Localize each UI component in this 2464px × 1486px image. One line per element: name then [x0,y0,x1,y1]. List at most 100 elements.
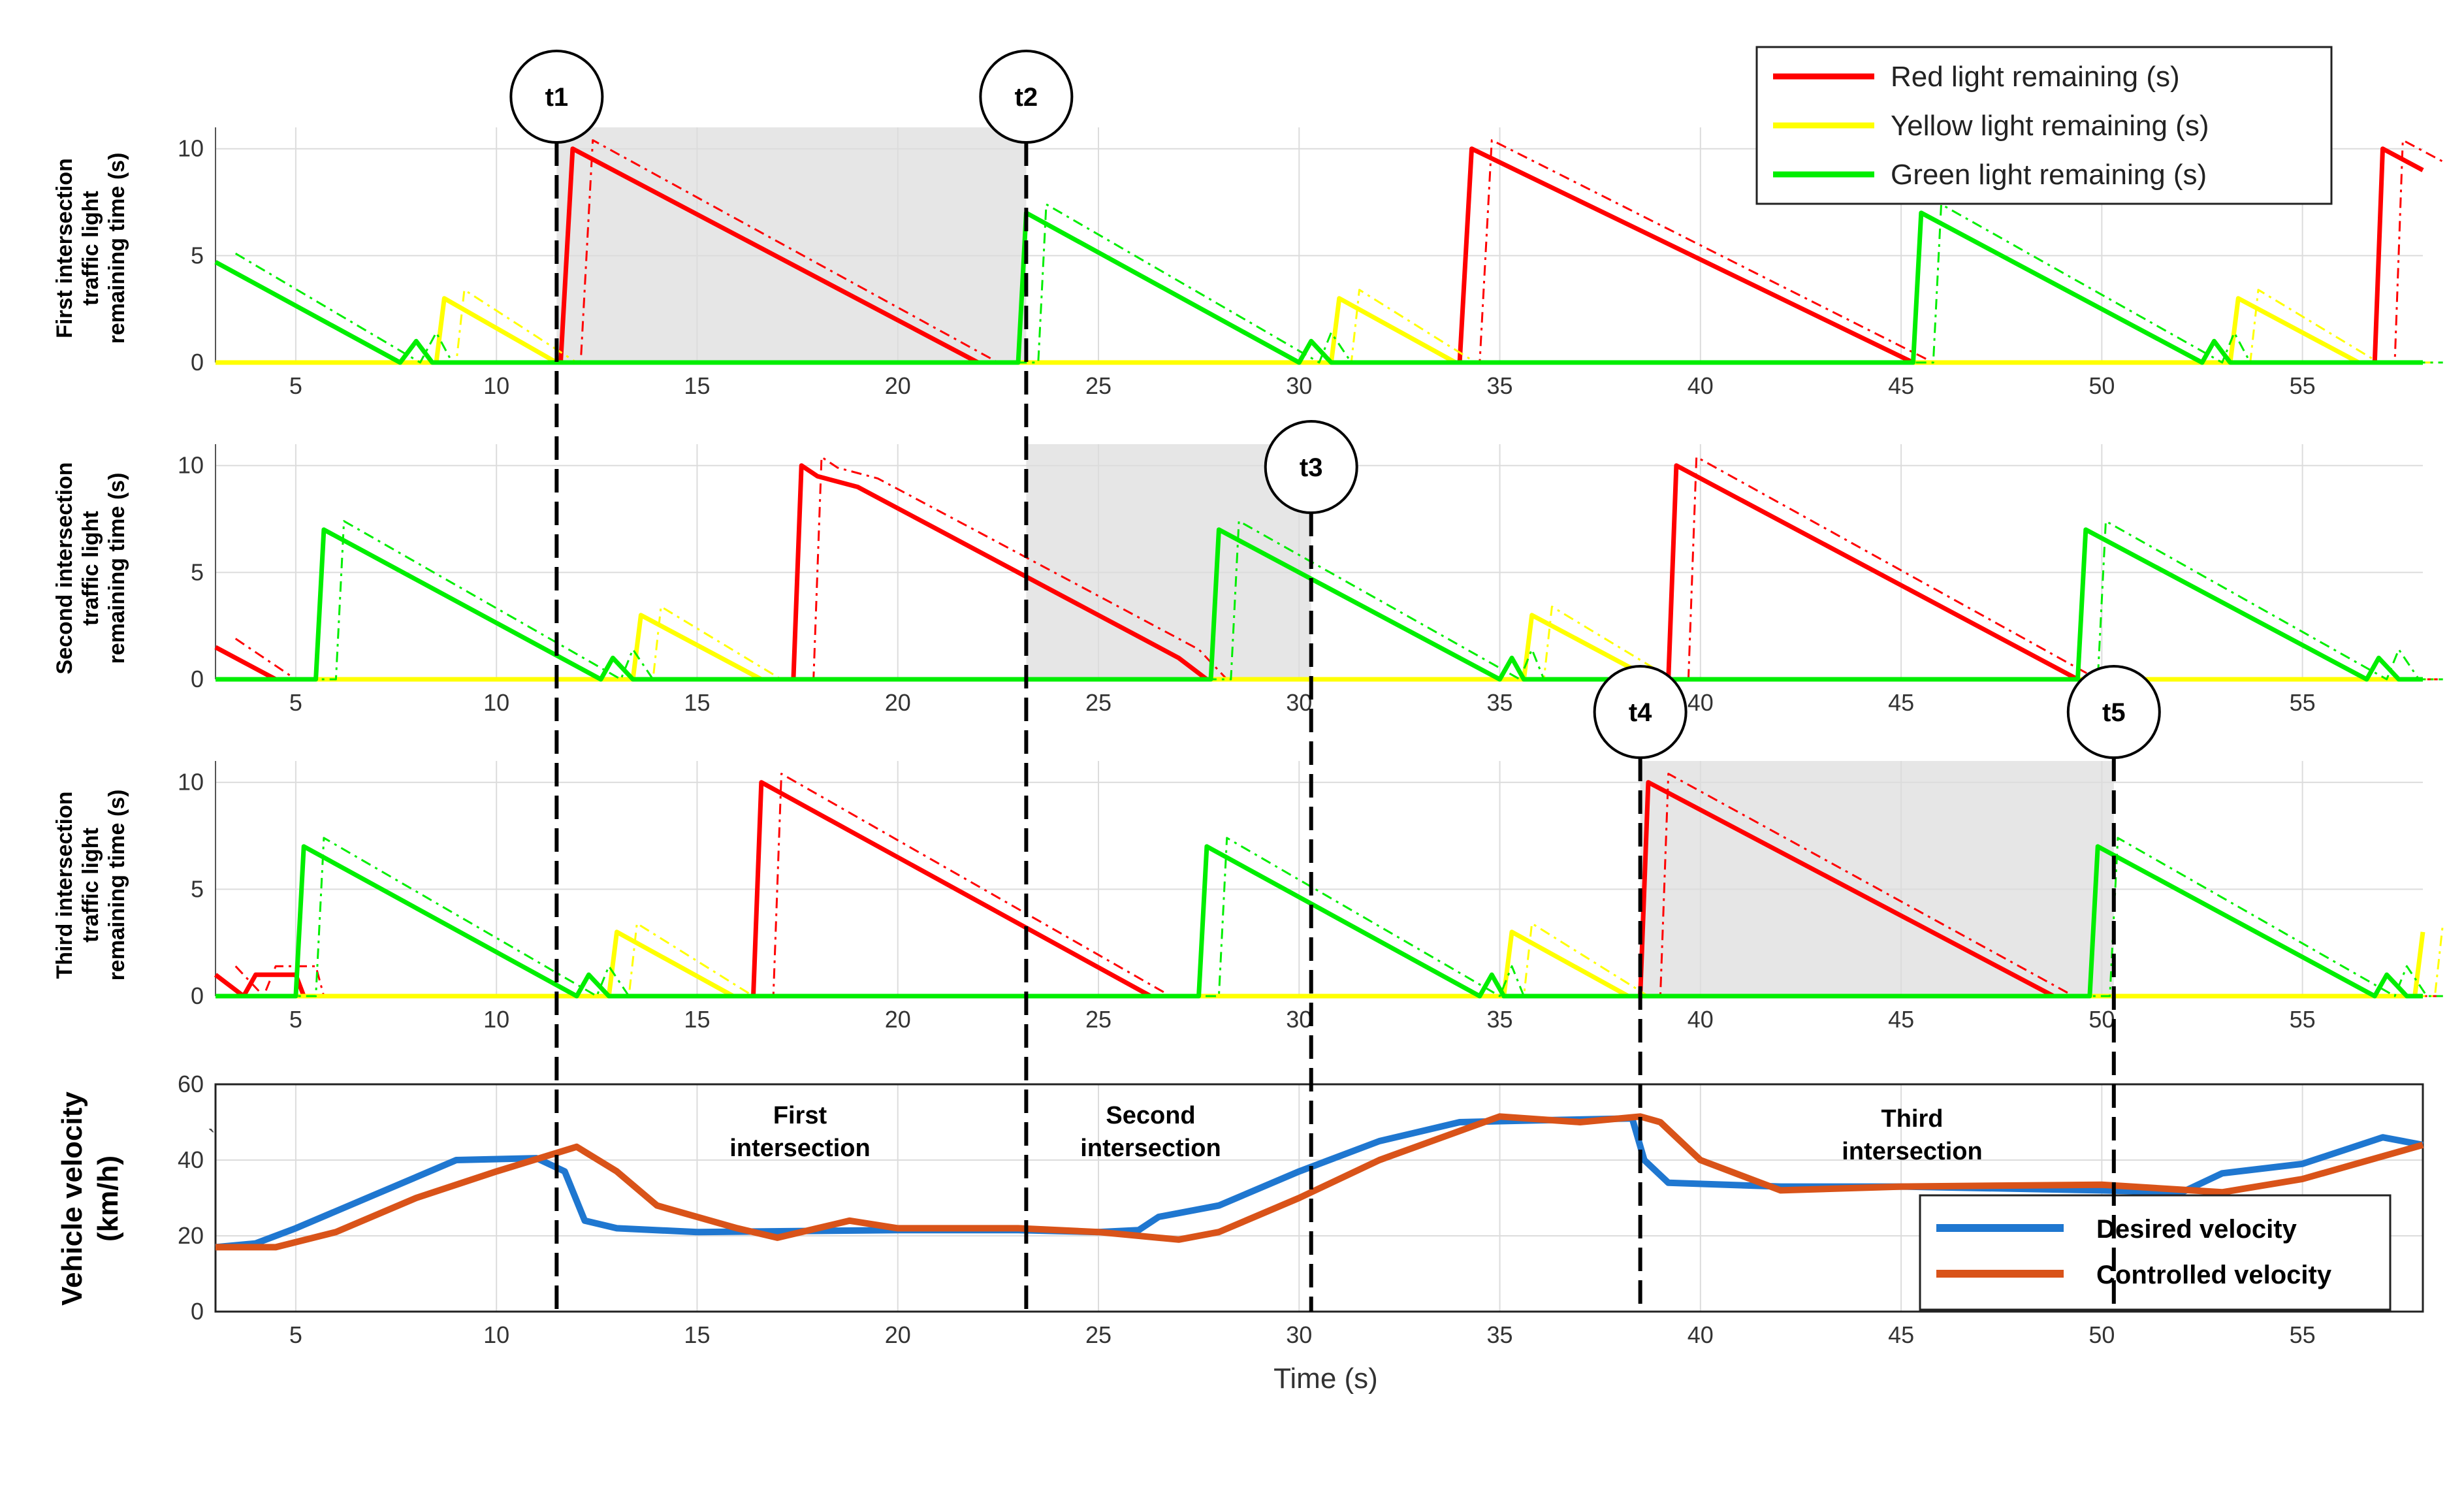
region-label-first: First intersection [729,1102,870,1162]
x-tick-label: 30 [1286,372,1312,399]
x-tick-label: 10 [483,1006,509,1033]
x-tick-label: 5 [289,1006,302,1033]
second-plot-ylabel: Second intersection traffic light remain… [52,462,129,675]
marker-circle-t5 [2066,665,2161,759]
y-tick-label: 60 [178,1071,204,1097]
x-tick-label: 15 [684,372,710,399]
x-tick-label: 20 [885,1006,911,1033]
highlight-region [1026,444,1311,679]
vehicle-velocity-plot: 5 10 15 20 25 30 35 40 45 50 55 0 20 40 60 [178,1071,2424,1348]
region-label-line: Second [1106,1102,1195,1129]
x-axis-label: Time (s) [1273,1363,1378,1395]
ylabel-line: traffic light [78,511,103,626]
marker-circle-t1 [509,50,604,144]
x-tick-label: 55 [2290,1006,2316,1033]
first-intersection-plot: 5 10 15 20 25 30 35 40 45 50 55 0 5 10 [178,127,2444,399]
series-dashdot-2 [234,203,2443,364]
x-tick-label: 50 [2088,372,2115,399]
y-tick-label: 10 [178,135,204,162]
x-tick-label: 30 [1286,1321,1312,1348]
x-tick-label: 20 [885,1321,911,1348]
y-tick-label: 40 [178,1146,204,1173]
ylabel-line: (km/h) [92,1155,124,1242]
ylabel-line: remaining time (s) [104,790,129,981]
marker-circle-t4 [1593,665,1688,759]
region-label-second: Second intersection [1080,1102,1221,1162]
x-tick-label: 35 [1487,1321,1513,1348]
region-label-line: intersection [1080,1135,1221,1162]
x-tick-label: 30 [1286,1006,1312,1033]
y-tick-label: 0 [191,982,204,1009]
x-tick-label: 10 [483,1321,509,1348]
x-tick-label: 10 [483,372,509,399]
x-tick-label: 15 [684,1321,710,1348]
x-tick-label: 45 [1888,1006,1914,1033]
highlight-region [556,127,1027,363]
ylabel-line: remaining time (s) [104,153,129,344]
y-tick-label: 5 [191,875,204,902]
x-tick-label: 30 [1286,689,1312,716]
x-tick-label: 35 [1487,689,1513,716]
region-label-third: Third intersection [1842,1105,1982,1165]
marker-circle-t2 [979,50,1074,144]
x-tick-label: 40 [1688,1006,1714,1033]
x-tick-label: 5 [289,1321,302,1348]
region-label-line: intersection [1842,1138,1982,1165]
x-tick-label: 55 [2290,1321,2316,1348]
x-tick-label: 45 [1888,1321,1914,1348]
series-line-2 [216,844,2423,999]
series-line-2 [214,210,2423,365]
y-tick-label: 10 [178,769,204,796]
time-markers: t1 t2 t3 t4 t5 [509,50,2161,1312]
legend-label-controlled: Controlled velocity [2096,1261,2332,1289]
y-tick-label: 10 [178,452,204,479]
axes-box [214,1083,2424,1313]
x-tick-label: 25 [1085,1006,1112,1033]
x-tick-label: 20 [885,372,911,399]
legend-box [1919,1194,2392,1311]
x-tick-label: 50 [2088,1006,2115,1033]
x-tick-label: 45 [1888,689,1914,716]
series-dashdot-1 [235,289,2443,364]
legend-label-desired: Desired velocity [2096,1215,2297,1244]
region-label-line: Third [1881,1105,1944,1133]
third-intersection-plot: 5 10 15 20 25 30 35 40 45 50 55 0 5 10 [178,761,2444,1033]
x-tick-label: 35 [1487,372,1513,399]
series-line-1 [216,1113,2424,1251]
y-tick-label: 5 [191,242,204,268]
series-line-1 [216,296,2423,365]
x-tick-label: 15 [684,689,710,716]
ylabel-line: Third intersection [52,791,77,978]
legend-label-yellow: Yellow light remaining (s) [1891,110,2209,142]
x-tick-label: 25 [1085,1321,1112,1348]
x-tick-label: 50 [2088,1321,2115,1348]
ylabel-line: Vehicle velocity [56,1091,88,1306]
ylabel-line: First intersection [52,158,77,338]
x-tick-label: 15 [684,1006,710,1033]
stray-tick-mark: ` [208,1125,216,1152]
y-tick-label: 20 [178,1222,204,1249]
x-tick-label: 45 [1888,372,1914,399]
marker-label-t3: t3 [1300,453,1323,482]
y-tick-label: 5 [191,558,204,585]
y-tick-label: 0 [191,666,204,692]
series-line-1 [216,613,2423,682]
ylabel-line: traffic light [78,828,103,943]
third-plot-ylabel: Third intersection traffic light remaini… [52,790,129,981]
x-tick-label: 40 [1688,689,1714,716]
x-tick-label: 55 [2290,689,2316,716]
first-plot-ylabel: First intersection traffic light remaini… [52,153,129,344]
traffic-light-legend: Red light remaining (s) Yellow light rem… [1755,46,2333,205]
legend-label-green: Green light remaining (s) [1891,159,2207,191]
x-tick-label: 25 [1085,689,1112,716]
marker-label-t5: t5 [2102,698,2126,727]
region-label-line: intersection [729,1135,870,1162]
x-tick-label: 10 [483,689,509,716]
region-label-line: First [773,1102,827,1129]
y-tick-label: 0 [191,349,204,376]
ylabel-line: traffic light [78,191,103,306]
series-dashdot-0 [234,773,2443,997]
ylabel-line: Second intersection [52,462,77,675]
